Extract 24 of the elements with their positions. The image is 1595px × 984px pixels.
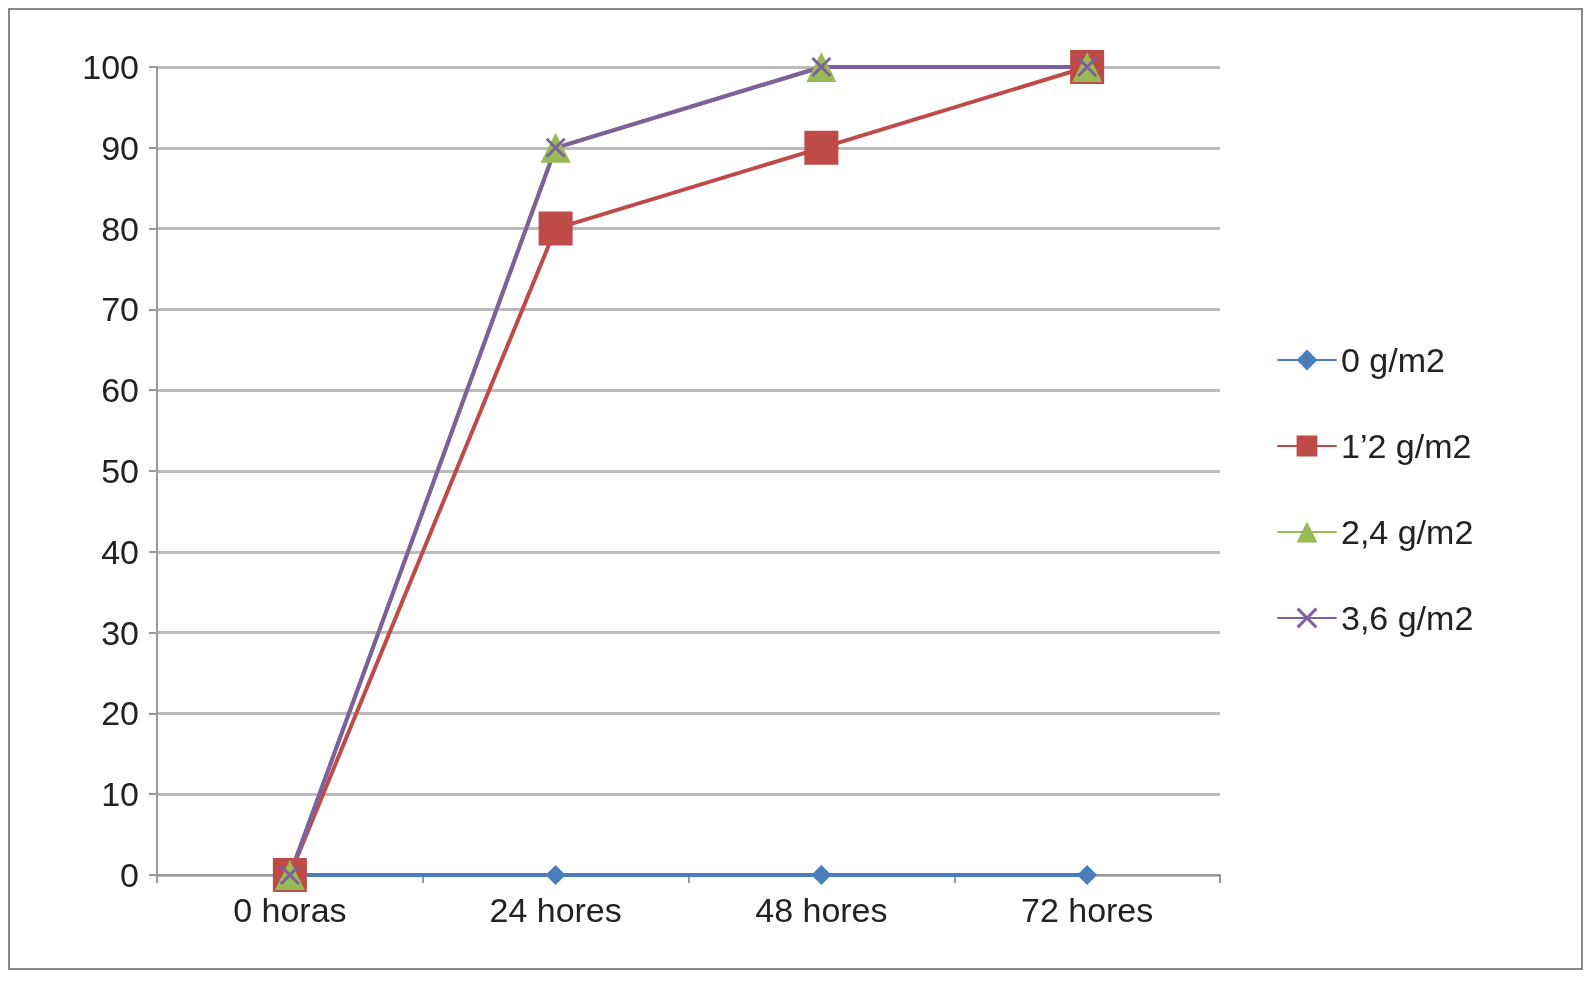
y-tick-label: 70: [101, 290, 139, 329]
y-tick-label: 10: [101, 775, 139, 814]
x-tick-label: 72 hores: [1020, 891, 1154, 929]
y-tick-label: 30: [101, 613, 139, 652]
legend-label: 2,4 g/m2: [1341, 513, 1474, 551]
legend-label: 3,6 g/m2: [1341, 599, 1474, 637]
y-tick-label: 90: [101, 128, 139, 167]
legend-label: 1’2 g/m2: [1341, 427, 1472, 465]
point: [804, 130, 839, 165]
y-tick-label: 80: [101, 209, 139, 248]
y-tick-label: 50: [101, 452, 139, 490]
point: [811, 865, 832, 885]
point: [545, 865, 566, 885]
y-tick-label: 20: [101, 694, 139, 733]
legend-label: 0 g/m2: [1341, 341, 1445, 379]
x-tick-label: 48 hores: [755, 891, 888, 929]
x-tick-label: 24 hores: [489, 891, 622, 929]
x-tick-label: 0 horas: [233, 891, 347, 929]
point: [538, 211, 573, 246]
y-tick-label: 0: [120, 856, 139, 894]
point: [1077, 865, 1098, 885]
y-tick-label: 40: [101, 532, 139, 571]
y-tick-label: 100: [82, 48, 139, 86]
y-tick-label: 60: [101, 371, 139, 410]
